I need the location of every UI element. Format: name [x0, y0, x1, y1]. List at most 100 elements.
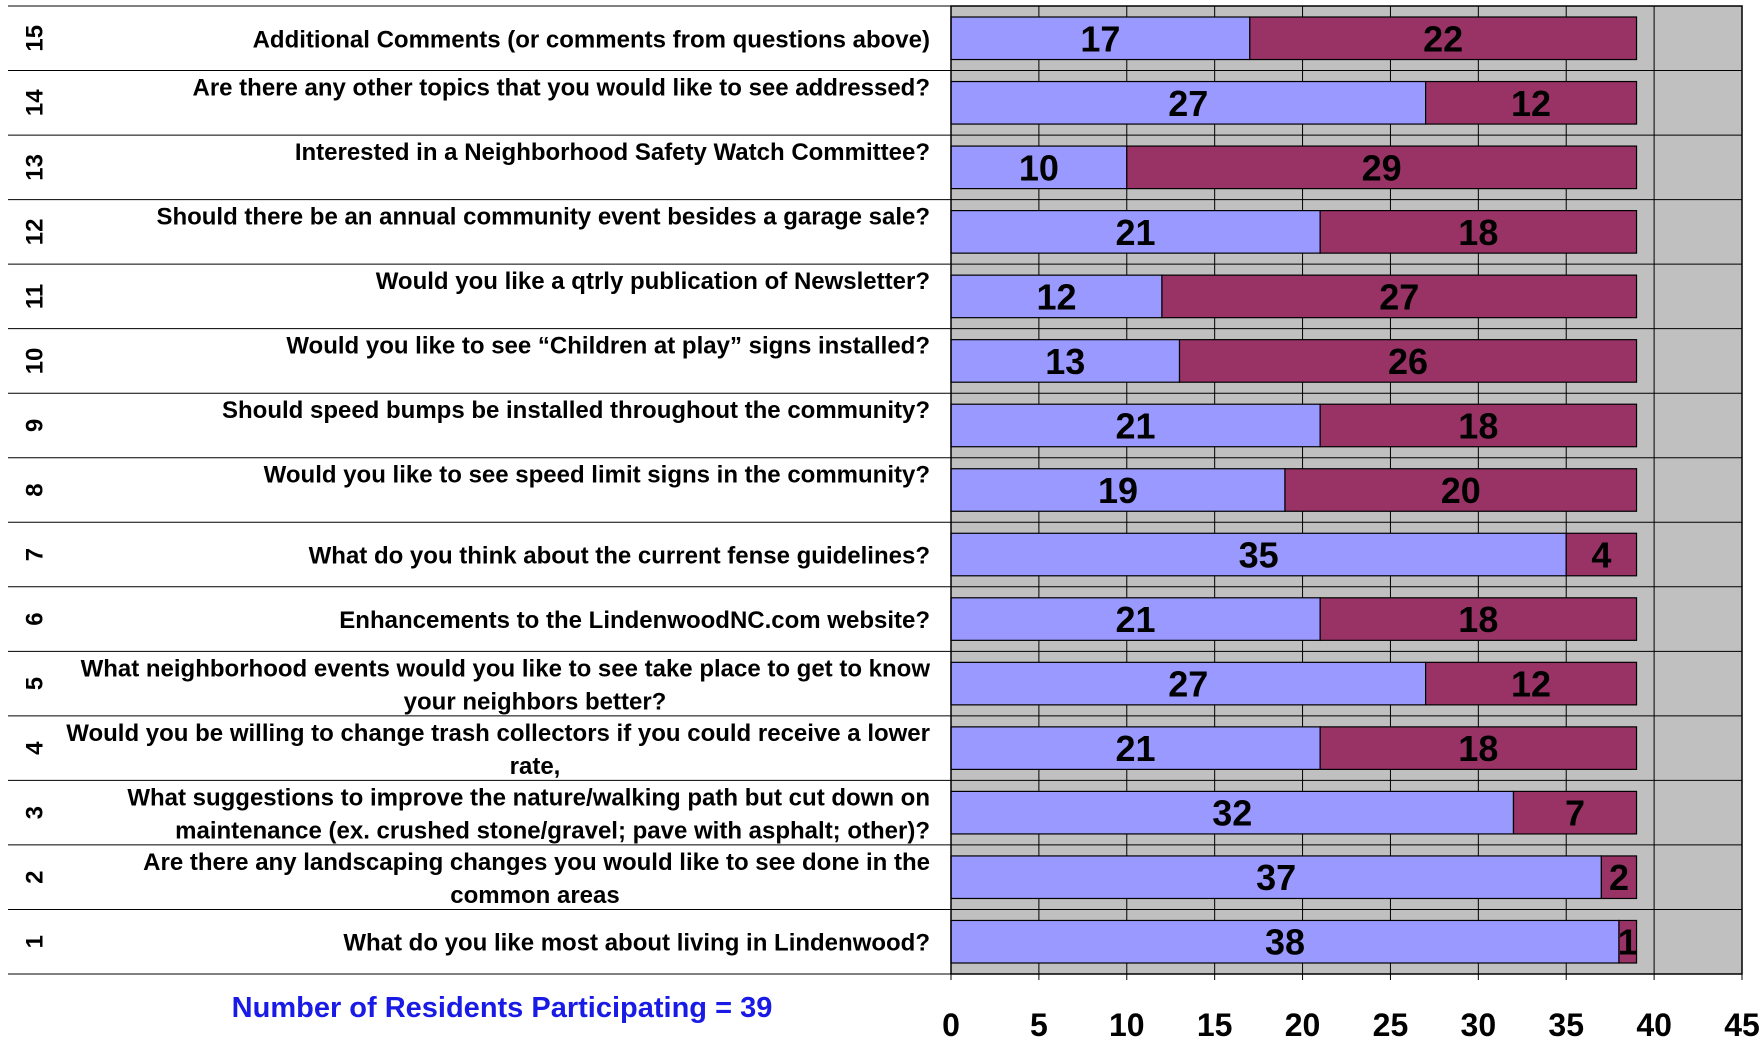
bar-segment-b — [1618, 919, 1638, 964]
bar-value-label-a: 27 — [1168, 83, 1208, 124]
question-label: What neighborhood events would you like … — [81, 655, 931, 682]
bar-value-label-b: 20 — [1441, 470, 1481, 511]
bar-value-label-a: 32 — [1212, 793, 1252, 834]
bar-value-label-b: 26 — [1388, 341, 1428, 382]
bar-segment-b — [1319, 726, 1638, 770]
question-number: 15 — [21, 25, 48, 52]
bar-value-label-a: 27 — [1168, 664, 1208, 705]
bar-segment-a — [950, 532, 1567, 577]
bar-value-label-b: 22 — [1423, 18, 1463, 59]
question-label: Would you be willing to change trash col… — [66, 720, 930, 747]
question-label: Would you like to see “Children at play”… — [286, 333, 930, 360]
question-label: Should there be an annual community even… — [156, 204, 930, 231]
bar-value-label-b: 1 — [1618, 922, 1638, 963]
question-number: 6 — [21, 612, 48, 625]
bar-value-label-a: 21 — [1116, 599, 1156, 640]
question-label: Interested in a Neighborhood Safety Watc… — [295, 139, 930, 166]
bar-segment-b — [1424, 661, 1638, 706]
question-number: 9 — [21, 419, 48, 432]
bar-segment-a — [950, 403, 1321, 448]
bar-value-label-a: 10 — [1019, 147, 1059, 188]
bar-segment-b — [1565, 532, 1638, 577]
question-number: 8 — [21, 483, 48, 496]
bar-segment-b — [1284, 468, 1638, 512]
bar-value-label-b: 18 — [1458, 212, 1498, 253]
bar-segment-a — [950, 726, 1321, 770]
bar-segment-a — [950, 468, 1286, 512]
question-label: Enhancements to the LindenwoodNC.com web… — [339, 607, 930, 634]
question-number: 5 — [21, 677, 48, 690]
x-tick-label: 25 — [1373, 1007, 1409, 1043]
x-tick-label: 35 — [1548, 1007, 1584, 1043]
question-number: 2 — [21, 871, 48, 884]
question-label: maintenance (ex. crushed stone/gravel; p… — [175, 817, 930, 844]
bar-segment-b — [1161, 274, 1638, 319]
bar-segment-b — [1319, 597, 1638, 641]
question-label: What do you think about the current fens… — [309, 543, 930, 570]
x-axis: 0 5 10 15 20 25 30 35 40 45 — [942, 974, 1760, 1043]
bar-segment-b — [1512, 790, 1638, 835]
question-label: What do you like most about living in Li… — [343, 930, 930, 957]
bar-segment-b — [1126, 145, 1638, 190]
question-number: 14 — [21, 89, 48, 116]
question-label: Would you like a qtrly publication of Ne… — [376, 268, 930, 295]
bar-segment-a — [950, 210, 1321, 254]
bar-segment-b — [1319, 403, 1638, 448]
bar-segment-a — [950, 339, 1181, 383]
bar-value-label-b: 4 — [1591, 535, 1611, 576]
bar-segment-b — [1319, 210, 1638, 254]
bar-value-label-a: 21 — [1116, 728, 1156, 769]
question-label: rate, — [510, 753, 561, 780]
question-label: Additional Comments (or comments from qu… — [253, 26, 930, 53]
question-table: 15 Additional Comments (or comments from … — [8, 5, 951, 975]
bar-value-label-a: 21 — [1116, 212, 1156, 253]
question-number: 3 — [21, 806, 48, 819]
bar-value-label-b: 27 — [1379, 276, 1419, 317]
question-label: What suggestions to improve the nature/w… — [127, 784, 930, 811]
bar-value-label-a: 35 — [1239, 535, 1279, 576]
x-tick-label: 30 — [1461, 1007, 1497, 1043]
x-tick-label: 5 — [1030, 1007, 1048, 1043]
question-number: 7 — [21, 548, 48, 561]
x-tick-label: 0 — [942, 1007, 960, 1043]
bar-value-label-a: 13 — [1045, 341, 1085, 382]
question-number: 10 — [21, 348, 48, 375]
bar-segment-b — [1178, 339, 1638, 383]
question-label: your neighbors better? — [404, 688, 667, 715]
question-label: Should speed bumps be installed througho… — [222, 397, 930, 424]
bar-segment-a — [950, 597, 1321, 641]
bar-value-label-b: 7 — [1565, 793, 1585, 834]
bar-segment-a — [950, 274, 1163, 319]
bar-value-label-a: 21 — [1116, 405, 1156, 446]
question-label: common areas — [450, 882, 619, 909]
question-number: 12 — [21, 219, 48, 246]
bar-segment-a — [950, 919, 1620, 964]
bar-value-label-a: 17 — [1080, 18, 1120, 59]
bar-value-label-b: 18 — [1458, 405, 1498, 446]
plot-border — [950, 5, 1743, 975]
bar-segment-b — [1249, 16, 1638, 61]
question-number: 11 — [21, 284, 48, 309]
bar-value-label-a: 38 — [1265, 922, 1305, 963]
question-label: Are there any other topics that you woul… — [192, 75, 930, 102]
question-number: 13 — [21, 154, 48, 181]
x-tick-label: 10 — [1109, 1007, 1145, 1043]
bar-value-label-b: 12 — [1511, 83, 1551, 124]
x-tick-label: 45 — [1724, 1007, 1760, 1043]
question-number: 4 — [21, 741, 48, 755]
bar-segment-a — [950, 855, 1602, 900]
question-number: 1 — [21, 935, 48, 948]
bar-value-label-b: 12 — [1511, 664, 1551, 705]
bar-segment-b — [1424, 80, 1638, 125]
bar-value-label-b: 2 — [1609, 857, 1629, 898]
x-tick-label: 15 — [1197, 1007, 1233, 1043]
question-label: Would you like to see speed limit signs … — [264, 462, 930, 489]
bar-value-label-b: 18 — [1458, 728, 1498, 769]
participation-note: Number of Residents Participating = 39 — [232, 992, 773, 1024]
question-label: Are there any landscaping changes you wo… — [143, 849, 930, 876]
bar-value-label-a: 12 — [1036, 276, 1076, 317]
x-tick-label: 40 — [1636, 1007, 1672, 1043]
bar-value-label-b: 18 — [1458, 599, 1498, 640]
